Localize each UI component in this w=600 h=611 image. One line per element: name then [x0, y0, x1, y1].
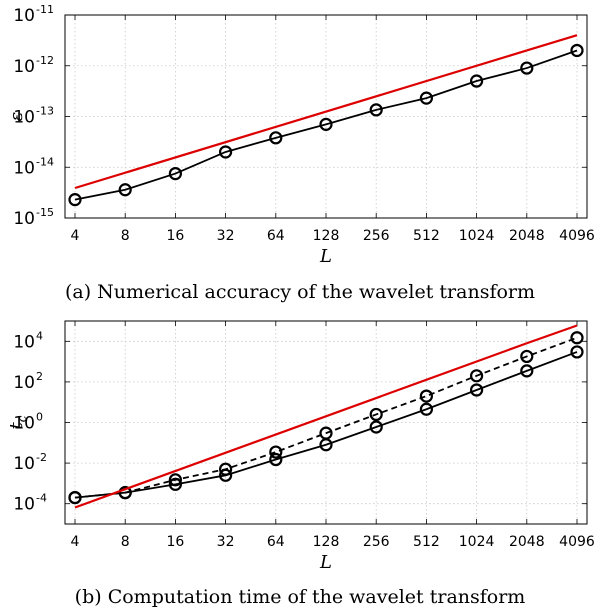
data-point-marker: [319, 426, 333, 440]
data-point-marker: [68, 490, 82, 505]
data-point-marker: [369, 420, 383, 434]
data-point-marker: [168, 477, 182, 491]
data-point-marker: [470, 74, 484, 88]
series-line-reference: [74, 342, 528, 509]
y-tick-exponent: 4: [36, 329, 43, 342]
data-point-marker: [419, 91, 433, 105]
data-point-marker: [219, 462, 233, 476]
y-tick-label: 10: [13, 454, 35, 474]
y-tick-label: 10: [13, 332, 35, 352]
series-line-measured: [74, 49, 578, 201]
x-tick-label: 4096: [559, 228, 595, 244]
data-point-marker: [118, 183, 132, 197]
y-tick-exponent: -13: [36, 105, 54, 118]
x-tick-label: 1024: [459, 228, 495, 244]
y-tick-label: 10: [13, 6, 35, 26]
x-tick-label: 8: [121, 534, 130, 550]
x-tick-label: 4: [71, 228, 80, 244]
y-tick-label: 10: [13, 373, 35, 393]
x-tick-label: 512: [413, 534, 440, 550]
y-tick-label: 10: [13, 108, 35, 128]
y-tick-exponent: -12: [36, 54, 54, 67]
x-tick-label: 2048: [509, 228, 545, 244]
series-line-dashed: [74, 336, 578, 499]
data-point-marker: [369, 407, 383, 422]
data-point-marker: [520, 61, 534, 75]
x-tick-label: 1024: [459, 534, 495, 550]
y-tick-exponent: -11: [36, 3, 54, 16]
y-tick-label: 10: [13, 495, 35, 515]
series-line-reference: [74, 49, 528, 190]
data-point-marker: [269, 131, 283, 145]
data-point-marker: [68, 193, 82, 207]
y-tick-exponent: -4: [36, 492, 47, 505]
y-axis-label: tc: [6, 415, 29, 429]
series-line-reference-extension: [526, 34, 578, 52]
data-point-marker: [419, 402, 433, 416]
data-point-marker: [269, 452, 283, 467]
x-tick-label: 4096: [559, 534, 595, 550]
x-tick-label: 128: [313, 534, 340, 550]
data-point-marker: [470, 383, 484, 397]
x-tick-label: 512: [413, 228, 440, 244]
data-point-marker: [118, 486, 132, 500]
x-tick-label: 16: [166, 534, 184, 550]
data-point-marker: [470, 369, 484, 383]
data-point-marker: [219, 145, 233, 159]
x-axis-label: L: [319, 246, 332, 267]
data-point-marker: [520, 349, 534, 364]
data-point-marker: [570, 43, 584, 58]
y-tick-exponent: 0: [36, 411, 43, 424]
x-tick-label: 256: [363, 534, 390, 550]
data-point-marker: [168, 473, 182, 487]
data-point-marker: [269, 445, 283, 459]
y-tick-exponent: -14: [36, 155, 54, 168]
series-line-reference-extension: [526, 324, 578, 345]
x-tick-label: 64: [267, 228, 285, 244]
y-tick-exponent: -2: [36, 451, 47, 464]
data-point-marker: [369, 103, 383, 117]
x-tick-label: 4: [71, 534, 80, 550]
y-tick-exponent: -15: [36, 206, 54, 219]
y-axis-label: ε: [6, 112, 27, 122]
data-point-marker: [168, 166, 182, 181]
data-point-marker: [520, 364, 534, 378]
data-point-marker: [570, 345, 584, 359]
y-tick-exponent: 2: [36, 370, 43, 383]
x-tick-label: 128: [313, 228, 340, 244]
y-tick-label: 10: [13, 209, 35, 229]
x-tick-label: 2048: [509, 534, 545, 550]
y-tick-label: 10: [13, 158, 35, 178]
x-tick-label: 32: [217, 228, 235, 244]
data-point-marker: [570, 331, 584, 345]
x-tick-label: 32: [217, 534, 235, 550]
y-tick-label: 10: [13, 57, 35, 77]
series-line-solid: [74, 351, 578, 499]
figure-caption: (a) Numerical accuracy of the wavelet tr…: [65, 281, 535, 303]
x-tick-label: 64: [267, 534, 285, 550]
x-tick-label: 256: [363, 228, 390, 244]
x-axis-label: L: [319, 552, 332, 573]
x-tick-label: 16: [166, 228, 184, 244]
y-tick-label: 10: [13, 414, 35, 434]
data-point-marker: [319, 117, 333, 131]
figure-caption: (b) Computation time of the wavelet tran…: [75, 586, 526, 608]
x-tick-label: 8: [121, 228, 130, 244]
data-point-marker: [419, 389, 433, 403]
